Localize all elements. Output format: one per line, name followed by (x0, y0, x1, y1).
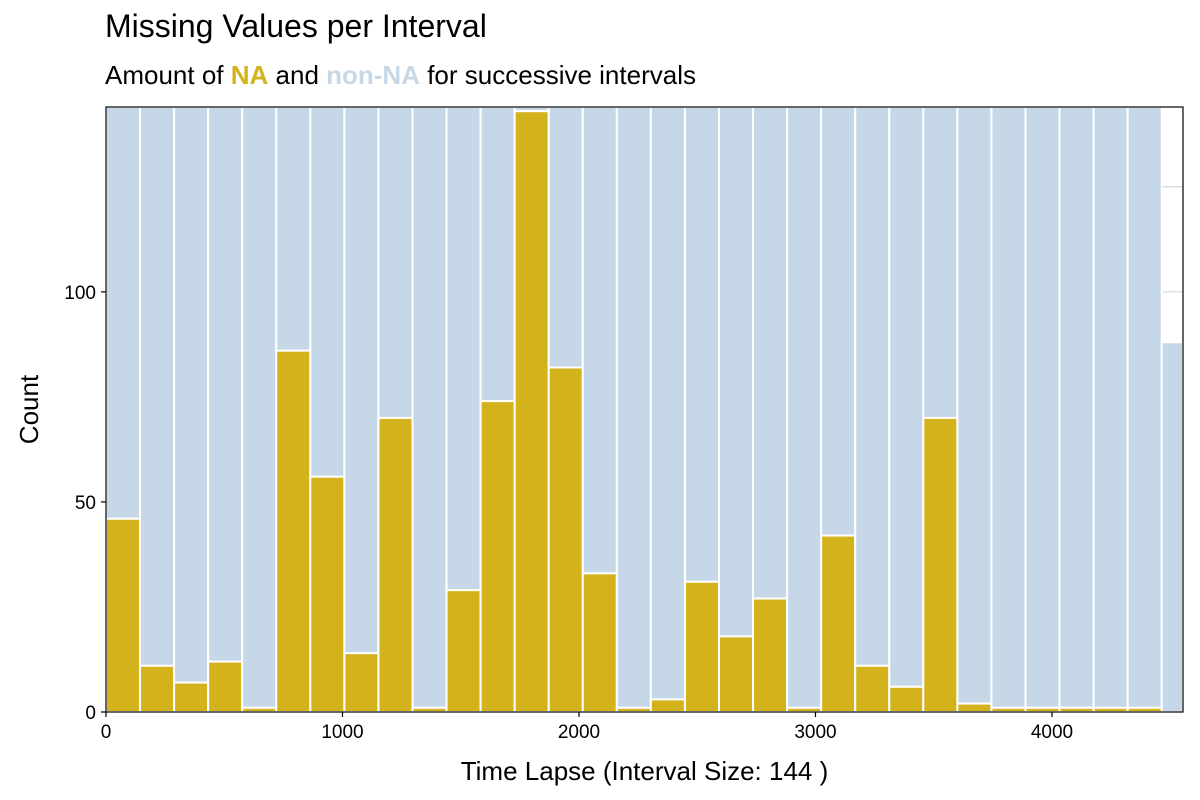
bar-non-na (547, 106, 584, 369)
bar-non-na (105, 106, 142, 520)
bar-non-na (854, 106, 891, 667)
bar-na (309, 475, 346, 713)
bar-na (241, 706, 278, 713)
bar-na (649, 698, 686, 713)
bar-na (854, 664, 891, 714)
y-axis: 0 50 100 (64, 283, 106, 724)
bar-na (479, 400, 516, 713)
bar-non-na (581, 106, 618, 575)
bar-non-na (1092, 106, 1129, 709)
subtitle-middle: and (268, 60, 327, 90)
bar-na (1126, 706, 1163, 713)
x-tick-label: 4000 (1031, 722, 1073, 743)
y-tick-label: 50 (75, 493, 96, 514)
bar-na (956, 702, 993, 714)
bar-na (683, 580, 720, 714)
bar-non-na (888, 106, 925, 688)
bar-na (922, 416, 959, 713)
bar-non-na (922, 106, 959, 419)
bar-na (888, 685, 925, 714)
bar-non-na (411, 106, 448, 709)
bar-na (445, 589, 482, 714)
bar-na (1092, 706, 1129, 713)
bar-non-na (1160, 341, 1185, 713)
bar-non-na (786, 106, 823, 709)
bar-na (547, 366, 584, 713)
subtitle-suffix: for successive intervals (419, 60, 696, 90)
bar-na (513, 110, 550, 713)
bar-non-na (377, 106, 414, 419)
bar-na (752, 597, 789, 713)
bar-na (139, 664, 176, 714)
subtitle-prefix: Amount of (105, 60, 231, 90)
bar-non-na (752, 106, 789, 600)
bar-non-na (445, 106, 482, 592)
y-tick-label: 0 (85, 703, 96, 724)
bar-na (786, 706, 823, 713)
bar-na (1024, 706, 1061, 713)
bar-non-na (615, 106, 652, 709)
bar-na (581, 572, 618, 714)
bar-non-na (173, 106, 210, 684)
bar-non-na (820, 106, 857, 537)
bar-non-na (1058, 106, 1095, 709)
subtitle-na-label: NA (230, 60, 269, 90)
bar-non-na (990, 106, 1027, 709)
bar-na (411, 706, 448, 713)
bar-na (1058, 706, 1095, 713)
panel-border (105, 106, 1184, 713)
x-tick-label: 0 (101, 722, 112, 743)
bar-non-na (1024, 106, 1061, 709)
subtitle-non-na-label: non-NA (326, 60, 420, 90)
bar-na (275, 349, 312, 713)
bar-non-na (479, 106, 516, 403)
bars (105, 106, 1185, 714)
x-tick-label: 3000 (794, 722, 836, 743)
x-axis-title: Time Lapse (Interval Size: 144 ) (461, 756, 829, 786)
bar-non-na (207, 106, 244, 663)
bar-na (615, 706, 652, 713)
y-tick-label: 100 (64, 283, 96, 304)
bar-non-na (956, 106, 993, 705)
x-axis: 0 1000 2000 3000 4000 (101, 712, 1073, 743)
bar-na (377, 416, 414, 713)
bar-non-na (1126, 106, 1163, 709)
bar-non-na (309, 106, 346, 478)
bar-non-na (241, 106, 278, 709)
bar-na (717, 635, 755, 713)
bar-na (207, 660, 244, 713)
x-tick-label: 1000 (321, 722, 363, 743)
bar-na (105, 517, 142, 713)
bar-non-na (649, 106, 686, 701)
chart-title: Missing Values per Interval (105, 8, 487, 44)
x-tick-label: 2000 (558, 722, 600, 743)
bar-non-na (275, 106, 312, 352)
bar-non-na (139, 106, 176, 667)
bar-non-na (717, 106, 755, 638)
bar-na (343, 652, 380, 713)
chart-subtitle: Amount of NA and non-NA for successive i… (105, 60, 696, 91)
bar-na (990, 706, 1027, 713)
y-axis-title: Count (14, 374, 44, 444)
bar-na (820, 534, 857, 714)
bar-na (173, 681, 210, 713)
bar-non-na (343, 106, 380, 655)
bar-non-na (683, 106, 720, 583)
